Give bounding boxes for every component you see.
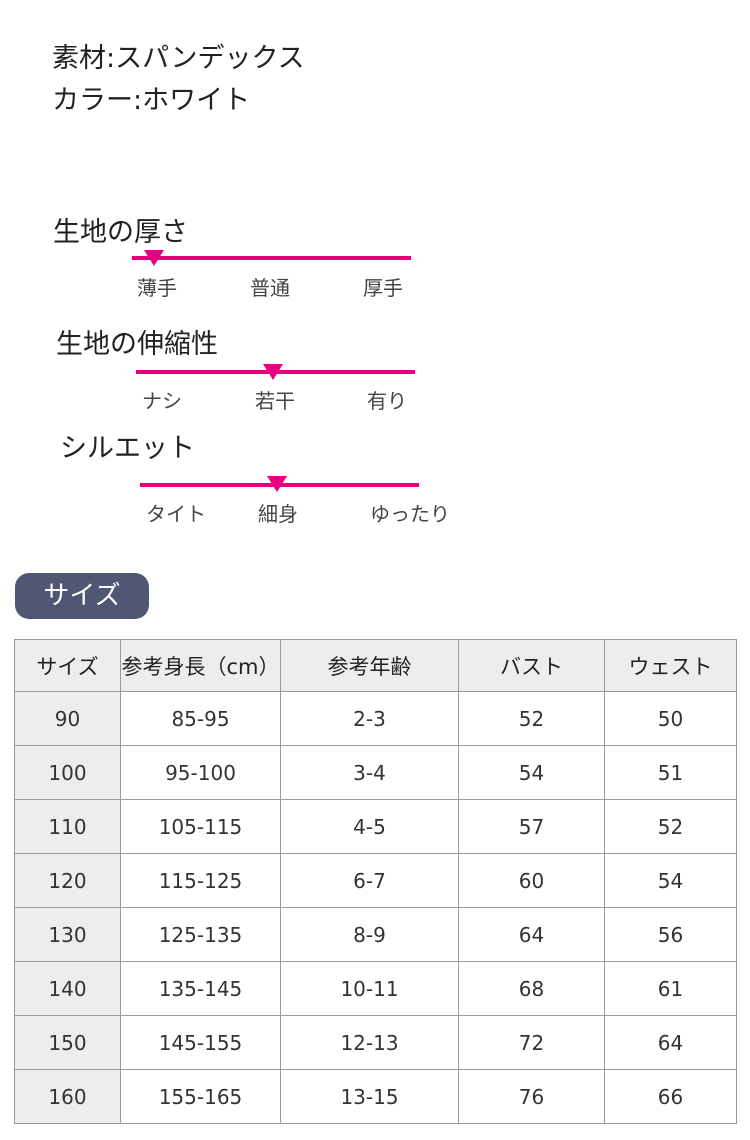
table-row: 120 115-125 6-7 60 54 — [14, 853, 737, 908]
bust-cell: 68 — [458, 961, 605, 1016]
scale-title: 生地の伸縮性 — [56, 329, 218, 360]
waist-cell: 50 — [604, 691, 737, 746]
bust-cell: 54 — [458, 745, 605, 800]
bust-cell: 76 — [458, 1069, 605, 1124]
bust-cell: 72 — [458, 1015, 605, 1070]
material-text: 素材:スパンデックス — [52, 43, 305, 74]
size-cell: 100 — [14, 745, 121, 800]
waist-cell: 61 — [604, 961, 737, 1016]
scale-label: 厚手 — [363, 276, 403, 300]
waist-cell: 66 — [604, 1069, 737, 1124]
waist-cell: 51 — [604, 745, 737, 800]
bust-cell: 64 — [458, 907, 605, 962]
age-cell: 13-15 — [280, 1069, 459, 1124]
scale-label: 細身 — [258, 502, 298, 526]
scale-label: 有り — [367, 389, 407, 413]
waist-cell: 64 — [604, 1015, 737, 1070]
waist-cell: 54 — [604, 853, 737, 908]
table-row: 150 145-155 12-13 72 64 — [14, 1015, 737, 1070]
size-cell: 160 — [14, 1069, 121, 1124]
column-header: 参考年齢 — [280, 639, 459, 692]
bust-cell: 52 — [458, 691, 605, 746]
scale-title: シルエット — [60, 433, 195, 464]
scale-label: 若干 — [255, 389, 295, 413]
height-cell: 125-135 — [120, 907, 281, 962]
bust-cell: 60 — [458, 853, 605, 908]
table-row: 160 155-165 13-15 76 66 — [14, 1069, 737, 1124]
scale-bar — [132, 256, 411, 260]
size-cell: 120 — [14, 853, 121, 908]
scale-label: 普通 — [250, 276, 290, 300]
size-cell: 150 — [14, 1015, 121, 1070]
bust-cell: 57 — [458, 799, 605, 854]
table-row: 130 125-135 8-9 64 56 — [14, 907, 737, 962]
column-header: バスト — [458, 639, 605, 692]
table-row: 110 105-115 4-5 57 52 — [14, 799, 737, 854]
height-cell: 95-100 — [120, 745, 281, 800]
age-cell: 2-3 — [280, 691, 459, 746]
height-cell: 135-145 — [120, 961, 281, 1016]
height-cell: 105-115 — [120, 799, 281, 854]
age-cell: 3-4 — [280, 745, 459, 800]
color-text: カラー:ホワイト — [52, 85, 251, 116]
waist-cell: 56 — [604, 907, 737, 962]
column-header: サイズ — [14, 639, 121, 692]
scale-label: 薄手 — [137, 276, 177, 300]
scale-marker-icon — [144, 250, 165, 266]
table-row: 100 95-100 3-4 54 51 — [14, 745, 737, 800]
size-cell: 140 — [14, 961, 121, 1016]
scale-label: ナシ — [142, 389, 182, 413]
height-cell: 155-165 — [120, 1069, 281, 1124]
scale-label: タイト — [146, 502, 206, 526]
scale-label: ゆったり — [370, 502, 450, 526]
scale-marker-icon — [266, 476, 287, 492]
size-cell: 90 — [14, 691, 121, 746]
height-cell: 85-95 — [120, 691, 281, 746]
table-row: 90 85-95 2-3 52 50 — [14, 691, 737, 746]
size-cell: 130 — [14, 907, 121, 962]
size-cell: 110 — [14, 799, 121, 854]
scale-title: 生地の厚さ — [53, 217, 188, 248]
column-header: ウェスト — [604, 639, 737, 692]
height-cell: 145-155 — [120, 1015, 281, 1070]
age-cell: 10-11 — [280, 961, 459, 1016]
size-table: サイズ 参考身長（cm） 参考年齢 バスト ウェスト 90 85-95 2-3 … — [14, 639, 737, 1124]
size-section-badge: サイズ — [15, 573, 149, 619]
height-cell: 115-125 — [120, 853, 281, 908]
age-cell: 4-5 — [280, 799, 459, 854]
table-header-row: サイズ 参考身長（cm） 参考年齢 バスト ウェスト — [14, 639, 737, 692]
waist-cell: 52 — [604, 799, 737, 854]
age-cell: 8-9 — [280, 907, 459, 962]
age-cell: 6-7 — [280, 853, 459, 908]
age-cell: 12-13 — [280, 1015, 459, 1070]
column-header: 参考身長（cm） — [120, 639, 281, 692]
table-row: 140 135-145 10-11 68 61 — [14, 961, 737, 1016]
scale-marker-icon — [262, 364, 283, 380]
